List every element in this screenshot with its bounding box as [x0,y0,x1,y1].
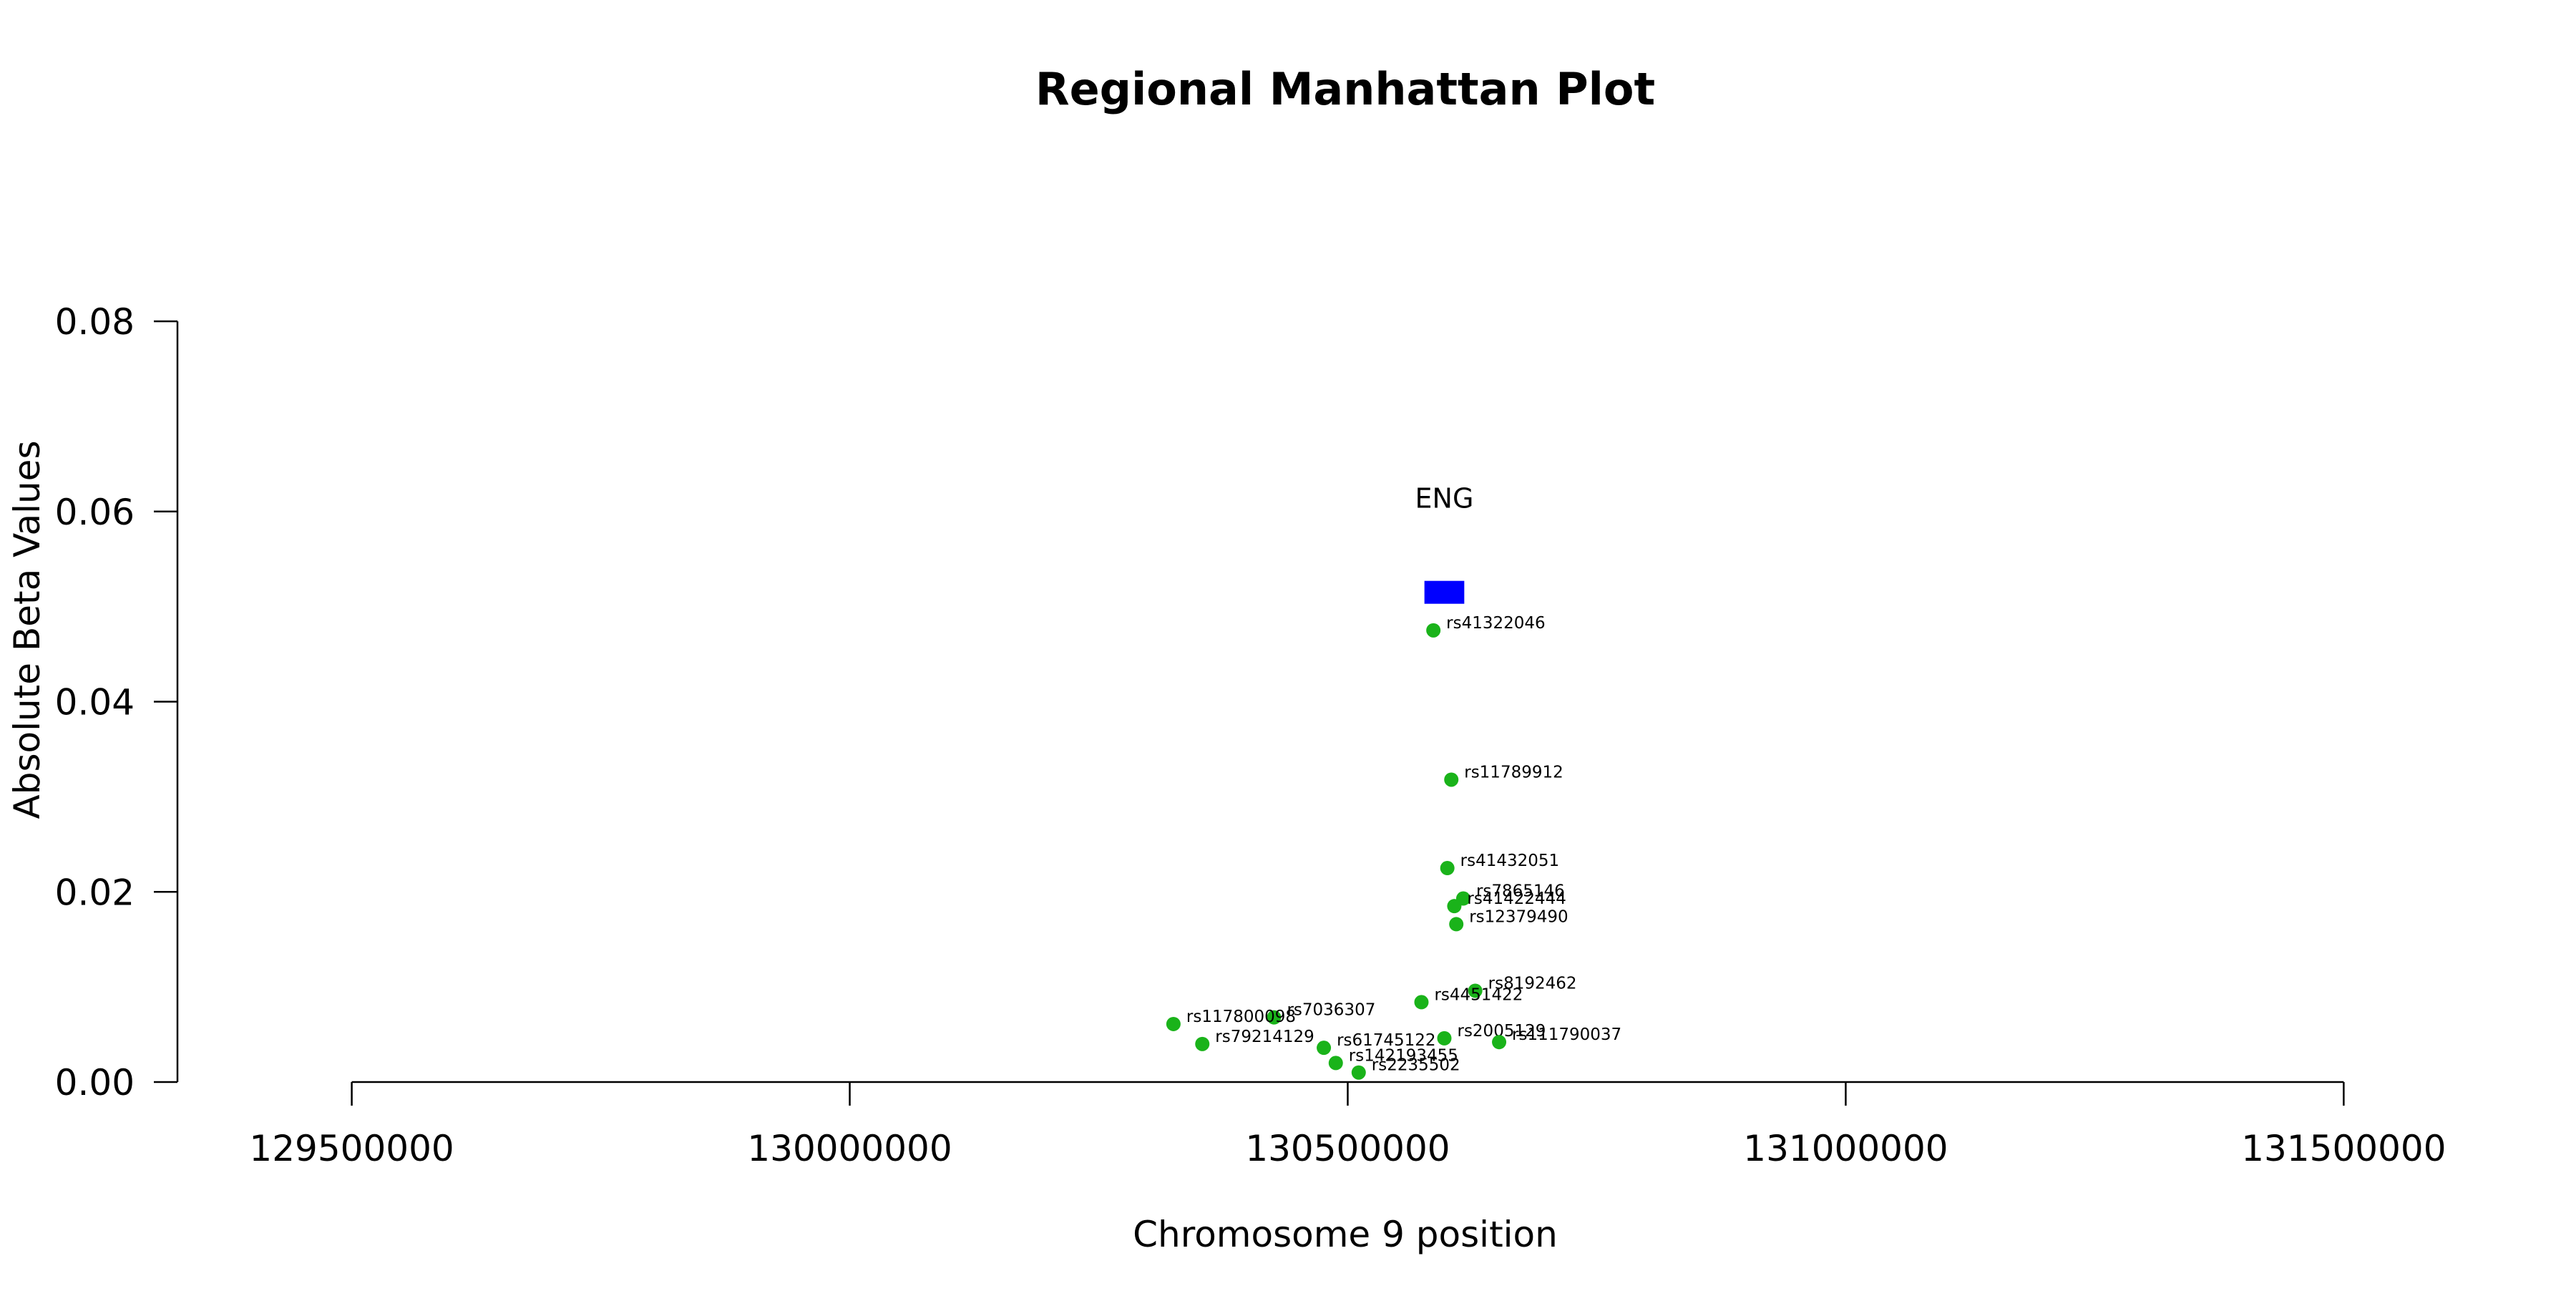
y-tick-label: 0.08 [55,301,135,343]
snp-label: rs11789912 [1464,763,1563,781]
y-tick-label: 0.02 [55,872,135,913]
snp-label: rs79214129 [1215,1028,1314,1046]
x-tick-label: 131000000 [1743,1128,1948,1169]
snp-point [1447,899,1462,914]
snp-label: rs142193455 [1349,1046,1458,1065]
snp-point [1195,1036,1210,1051]
snp-label: rs61745122 [1337,1031,1436,1050]
points-layer: rs41322046rs11789912rs41432051rs7865146r… [1166,614,1621,1080]
snp-label: rs4451422 [1434,985,1523,1004]
chart-title: Regional Manhattan Plot [1035,63,1655,115]
snp-point [1317,1041,1332,1056]
snp-point [1440,861,1455,876]
x-tick-label: 130500000 [1245,1128,1450,1169]
gene-bar [1424,580,1465,604]
snp-label: rs12379490 [1469,907,1568,926]
axes: 0.00 0.02 0.04 0.06 0.08 129500000 130000000 13… [55,301,2446,1169]
snp-label: rs117800098 [1186,1008,1296,1026]
y-tick-label: 0.06 [55,492,135,533]
snp-label: rs2235502 [1372,1056,1460,1075]
snp-label: rs41322046 [1446,614,1546,633]
x-tick-label: 131500000 [2241,1128,2446,1169]
snp-point [1492,1035,1507,1050]
snp-label: rs7865146 [1476,882,1565,901]
snp-point [1166,1016,1181,1031]
snp-label: rs41422444 [1467,890,1566,908]
gene-layer: ENG [1415,483,1474,604]
snp-label: rs111790037 [1512,1026,1621,1044]
snp-point [1414,995,1429,1010]
y-tick-label: 0.00 [55,1062,135,1104]
y-axis-label: Absolute Beta Values [6,441,48,819]
y-tick-label: 0.04 [55,682,135,724]
snp-point [1444,772,1459,787]
snp-point [1351,1065,1366,1080]
snp-label: rs8192462 [1488,974,1577,993]
x-axis-label: Chromosome 9 position [1133,1214,1558,1255]
snp-point [1267,1010,1282,1025]
snp-point [1437,1031,1452,1046]
snp-point [1468,983,1483,998]
x-tick-label: 129500000 [249,1128,454,1169]
x-tick-label: 130000000 [747,1128,952,1169]
snp-point [1449,917,1464,932]
snp-point [1426,623,1441,638]
snp-label: rs7036307 [1287,1001,1375,1020]
gene-label: ENG [1415,483,1474,515]
snp-point [1328,1056,1343,1071]
snp-label: rs41432051 [1460,852,1560,870]
